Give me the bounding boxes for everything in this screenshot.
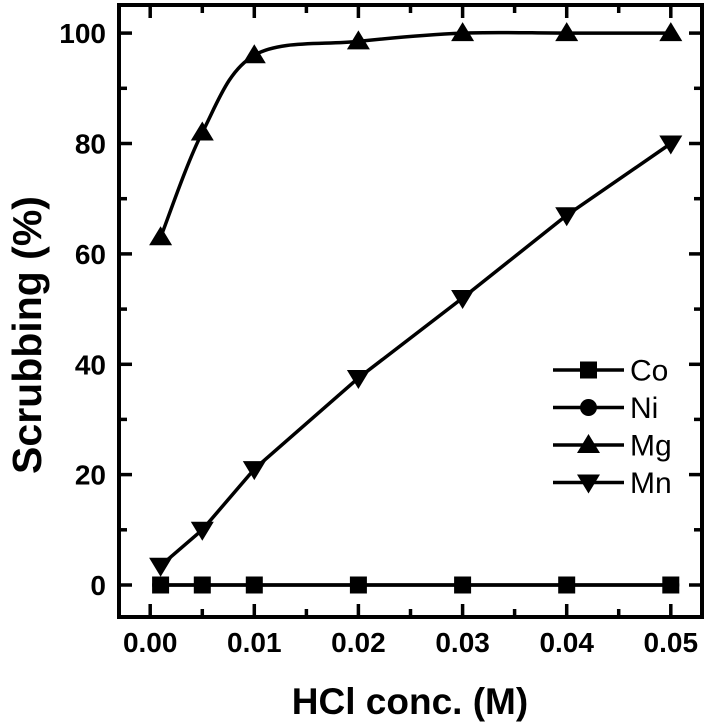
series-marker-mg: [190, 121, 214, 141]
x-tick-label: 0.01: [227, 627, 282, 658]
series-marker-mn: [190, 521, 214, 541]
y-tick-label: 0: [90, 570, 106, 601]
axes-layer: 0.00 0.01 0.02 0.03 0.04 0.05 0 20 40 60 80 100: [59, 3, 704, 658]
series-marker-mg: [346, 30, 370, 50]
series-marker-ni: [558, 576, 576, 594]
x-axis-title: HCl conc. (M): [292, 681, 528, 722]
y-tick-label: 100: [59, 18, 106, 49]
legend: Co Ni Mg Mn: [553, 355, 672, 500]
legend-marker-ni: [580, 399, 597, 416]
x-tick-label: 0.02: [331, 627, 386, 658]
series-marker-ni: [193, 576, 211, 594]
y-tick-label: 20: [75, 460, 106, 491]
series-layer: [149, 22, 683, 594]
series-marker-ni: [245, 576, 263, 594]
legend-label-ni: Ni: [630, 392, 658, 425]
x-tick-label: 0.04: [539, 627, 594, 658]
series-line-mg: [158, 30, 673, 240]
series-marker-mg: [451, 22, 475, 42]
series-marker-mn: [555, 207, 579, 227]
legend-label-co: Co: [630, 355, 668, 388]
series-marker-ni: [662, 576, 680, 594]
legend-item-ni: Ni: [553, 392, 658, 425]
series-marker-mn: [149, 557, 173, 577]
series-marker-ni: [152, 576, 170, 594]
y-tick-label: 60: [75, 239, 106, 270]
series-marker-mn: [451, 290, 475, 309]
legend-marker-mn: [577, 474, 600, 494]
x-tick-label: 0.05: [644, 627, 699, 658]
legend-label-mn: Mn: [630, 467, 672, 500]
series-marker-mn: [659, 135, 683, 155]
series-marker-mg: [149, 226, 173, 246]
series-marker-mg: [659, 22, 683, 42]
series-marker-mn: [346, 370, 370, 389]
series-line-mn: [158, 141, 673, 568]
y-tick-label: 40: [75, 349, 106, 380]
legend-item-mn: Mn: [553, 467, 672, 500]
legend-item-co: Co: [553, 355, 668, 388]
series-marker-mn: [242, 461, 266, 481]
x-tick-label: 0.00: [123, 627, 178, 658]
series-marker-ni: [349, 576, 367, 594]
series-marker-ni: [454, 576, 472, 594]
legend-marker-mg: [577, 434, 600, 453]
legend-item-mg: Mg: [553, 430, 672, 463]
y-tick-label: 80: [75, 129, 106, 160]
legend-marker-co: [580, 361, 597, 379]
series-marker-mg: [555, 22, 579, 42]
series-marker-mg: [242, 44, 266, 64]
legend-label-mg: Mg: [630, 430, 672, 463]
y-axis-title: Scrubbing (%): [4, 196, 50, 474]
x-tick-label: 0.03: [435, 627, 490, 658]
